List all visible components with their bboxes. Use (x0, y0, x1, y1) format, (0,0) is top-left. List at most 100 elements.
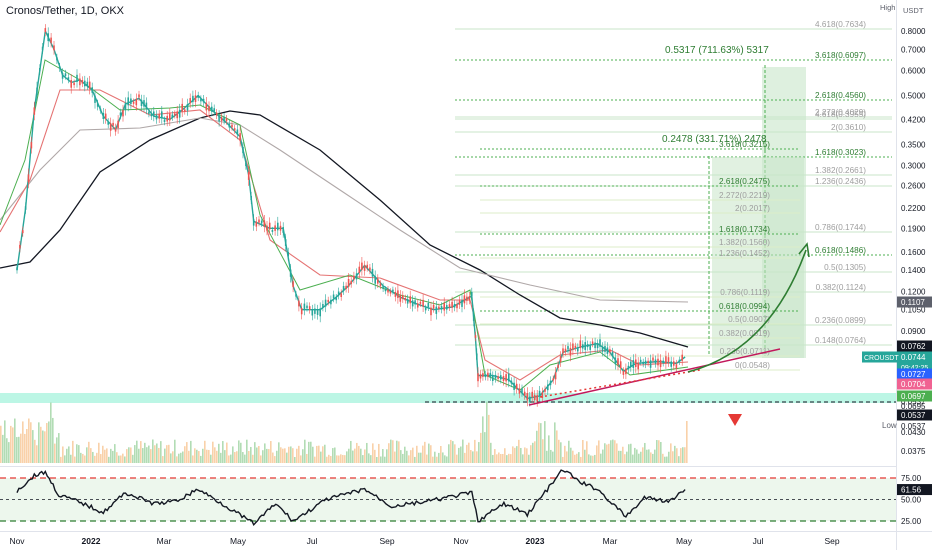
volume-bar (648, 449, 650, 463)
volume-bar (566, 451, 568, 463)
candle-body (614, 357, 617, 365)
volume-bar (42, 430, 44, 463)
candle-body (223, 116, 225, 121)
volume-bar (656, 440, 658, 463)
candle-body (266, 225, 268, 231)
candle-body (397, 290, 399, 298)
time-axis-label: May (676, 536, 693, 546)
volume-bar (662, 453, 664, 463)
volume-bar (104, 449, 106, 463)
volume-bar (152, 439, 154, 463)
candle-body (158, 114, 160, 119)
fib2-level-label: 0.5(0.1305) (824, 263, 866, 272)
candle-body (536, 395, 538, 402)
candle-body (659, 359, 662, 368)
volume-bar (454, 444, 456, 463)
countdown-bg (897, 362, 932, 373)
candle-body (255, 221, 258, 227)
candle-body (41, 46, 44, 50)
fib1-level-label: 0.786(0.1119) (720, 288, 770, 297)
price-marker-label: 0.0744 (901, 353, 926, 362)
candle-body (81, 80, 84, 84)
price-marker-label: 0.0537 (901, 411, 926, 420)
volume-bar (80, 452, 82, 463)
price-marker-bg (897, 390, 932, 402)
candle-body (387, 289, 389, 293)
price-tick-label: 0.2200 (901, 204, 926, 213)
volume-bar (116, 452, 118, 463)
volume-bar (68, 446, 70, 463)
volume-bar (582, 439, 584, 463)
price-marker-label: 0.0762 (901, 342, 926, 351)
candle-body (73, 82, 75, 86)
volume-bar (162, 456, 164, 463)
candle-body (549, 380, 552, 386)
candle-body (355, 273, 358, 280)
candle-body (596, 343, 599, 349)
candle-body (94, 95, 96, 103)
volume-bar (294, 456, 296, 463)
candle-body (649, 360, 652, 368)
candle-body (166, 115, 168, 122)
candle-body (500, 375, 502, 380)
candle-body (557, 364, 559, 368)
volume-bar (204, 440, 206, 463)
volume-bar (422, 445, 424, 463)
price-tick-label: 0.4200 (901, 115, 926, 124)
volume-bar (188, 450, 190, 463)
price-tick-label: 0.1400 (901, 266, 926, 275)
volume-bar (246, 439, 248, 463)
volume-bar (278, 442, 280, 463)
volume-bar (664, 456, 666, 463)
volume-bar (592, 455, 594, 463)
candle-body (236, 129, 239, 135)
volume-bar (354, 448, 356, 463)
volume-bar (338, 455, 340, 463)
volume-bar (60, 456, 62, 463)
volume-bar (536, 430, 538, 463)
candle-body (169, 113, 171, 121)
volume-bar (428, 443, 430, 463)
volume-bar (678, 456, 680, 463)
volume-bar (476, 451, 478, 463)
time-axis-label: Nov (453, 536, 469, 546)
volume-bar (76, 444, 78, 463)
candle-body (609, 349, 611, 353)
volume-bar (4, 420, 6, 463)
volume-bar (440, 446, 442, 463)
candle-body (79, 78, 81, 86)
rsi-tick-label: 25.00 (901, 517, 922, 526)
candle-body (263, 220, 266, 227)
volume-bar (496, 454, 498, 463)
time-axis-label: 2022 (82, 536, 101, 546)
price-marker-text: 0.0537 (901, 422, 926, 431)
candle-body (260, 220, 263, 224)
volume-bar (198, 451, 200, 463)
price-marker-bg (897, 378, 932, 390)
price-marker-text: 0.0695 (901, 402, 926, 411)
candle-body (606, 347, 609, 354)
price-marker-bg (897, 368, 932, 380)
candle-body (477, 373, 479, 382)
candle-body (295, 294, 297, 297)
candle-body (678, 359, 681, 362)
price-tick-label: 0.0430 (901, 428, 926, 437)
candle-body (382, 286, 384, 289)
candle-body (508, 373, 510, 382)
volume-bar (478, 442, 480, 463)
candle-body (303, 303, 306, 310)
volume-bar (548, 435, 550, 463)
volume-bar (668, 451, 670, 463)
candle-body (635, 359, 637, 367)
volume-bar (214, 447, 216, 463)
fib1-level-label: 3.618(0.3215) (719, 140, 770, 149)
volume-bar (526, 448, 528, 463)
candle-body (448, 304, 451, 308)
candle-body (574, 345, 577, 349)
candle-body (515, 383, 518, 389)
volume-bar (36, 445, 38, 463)
volume-bar (534, 441, 536, 463)
volume-bar (346, 451, 348, 463)
